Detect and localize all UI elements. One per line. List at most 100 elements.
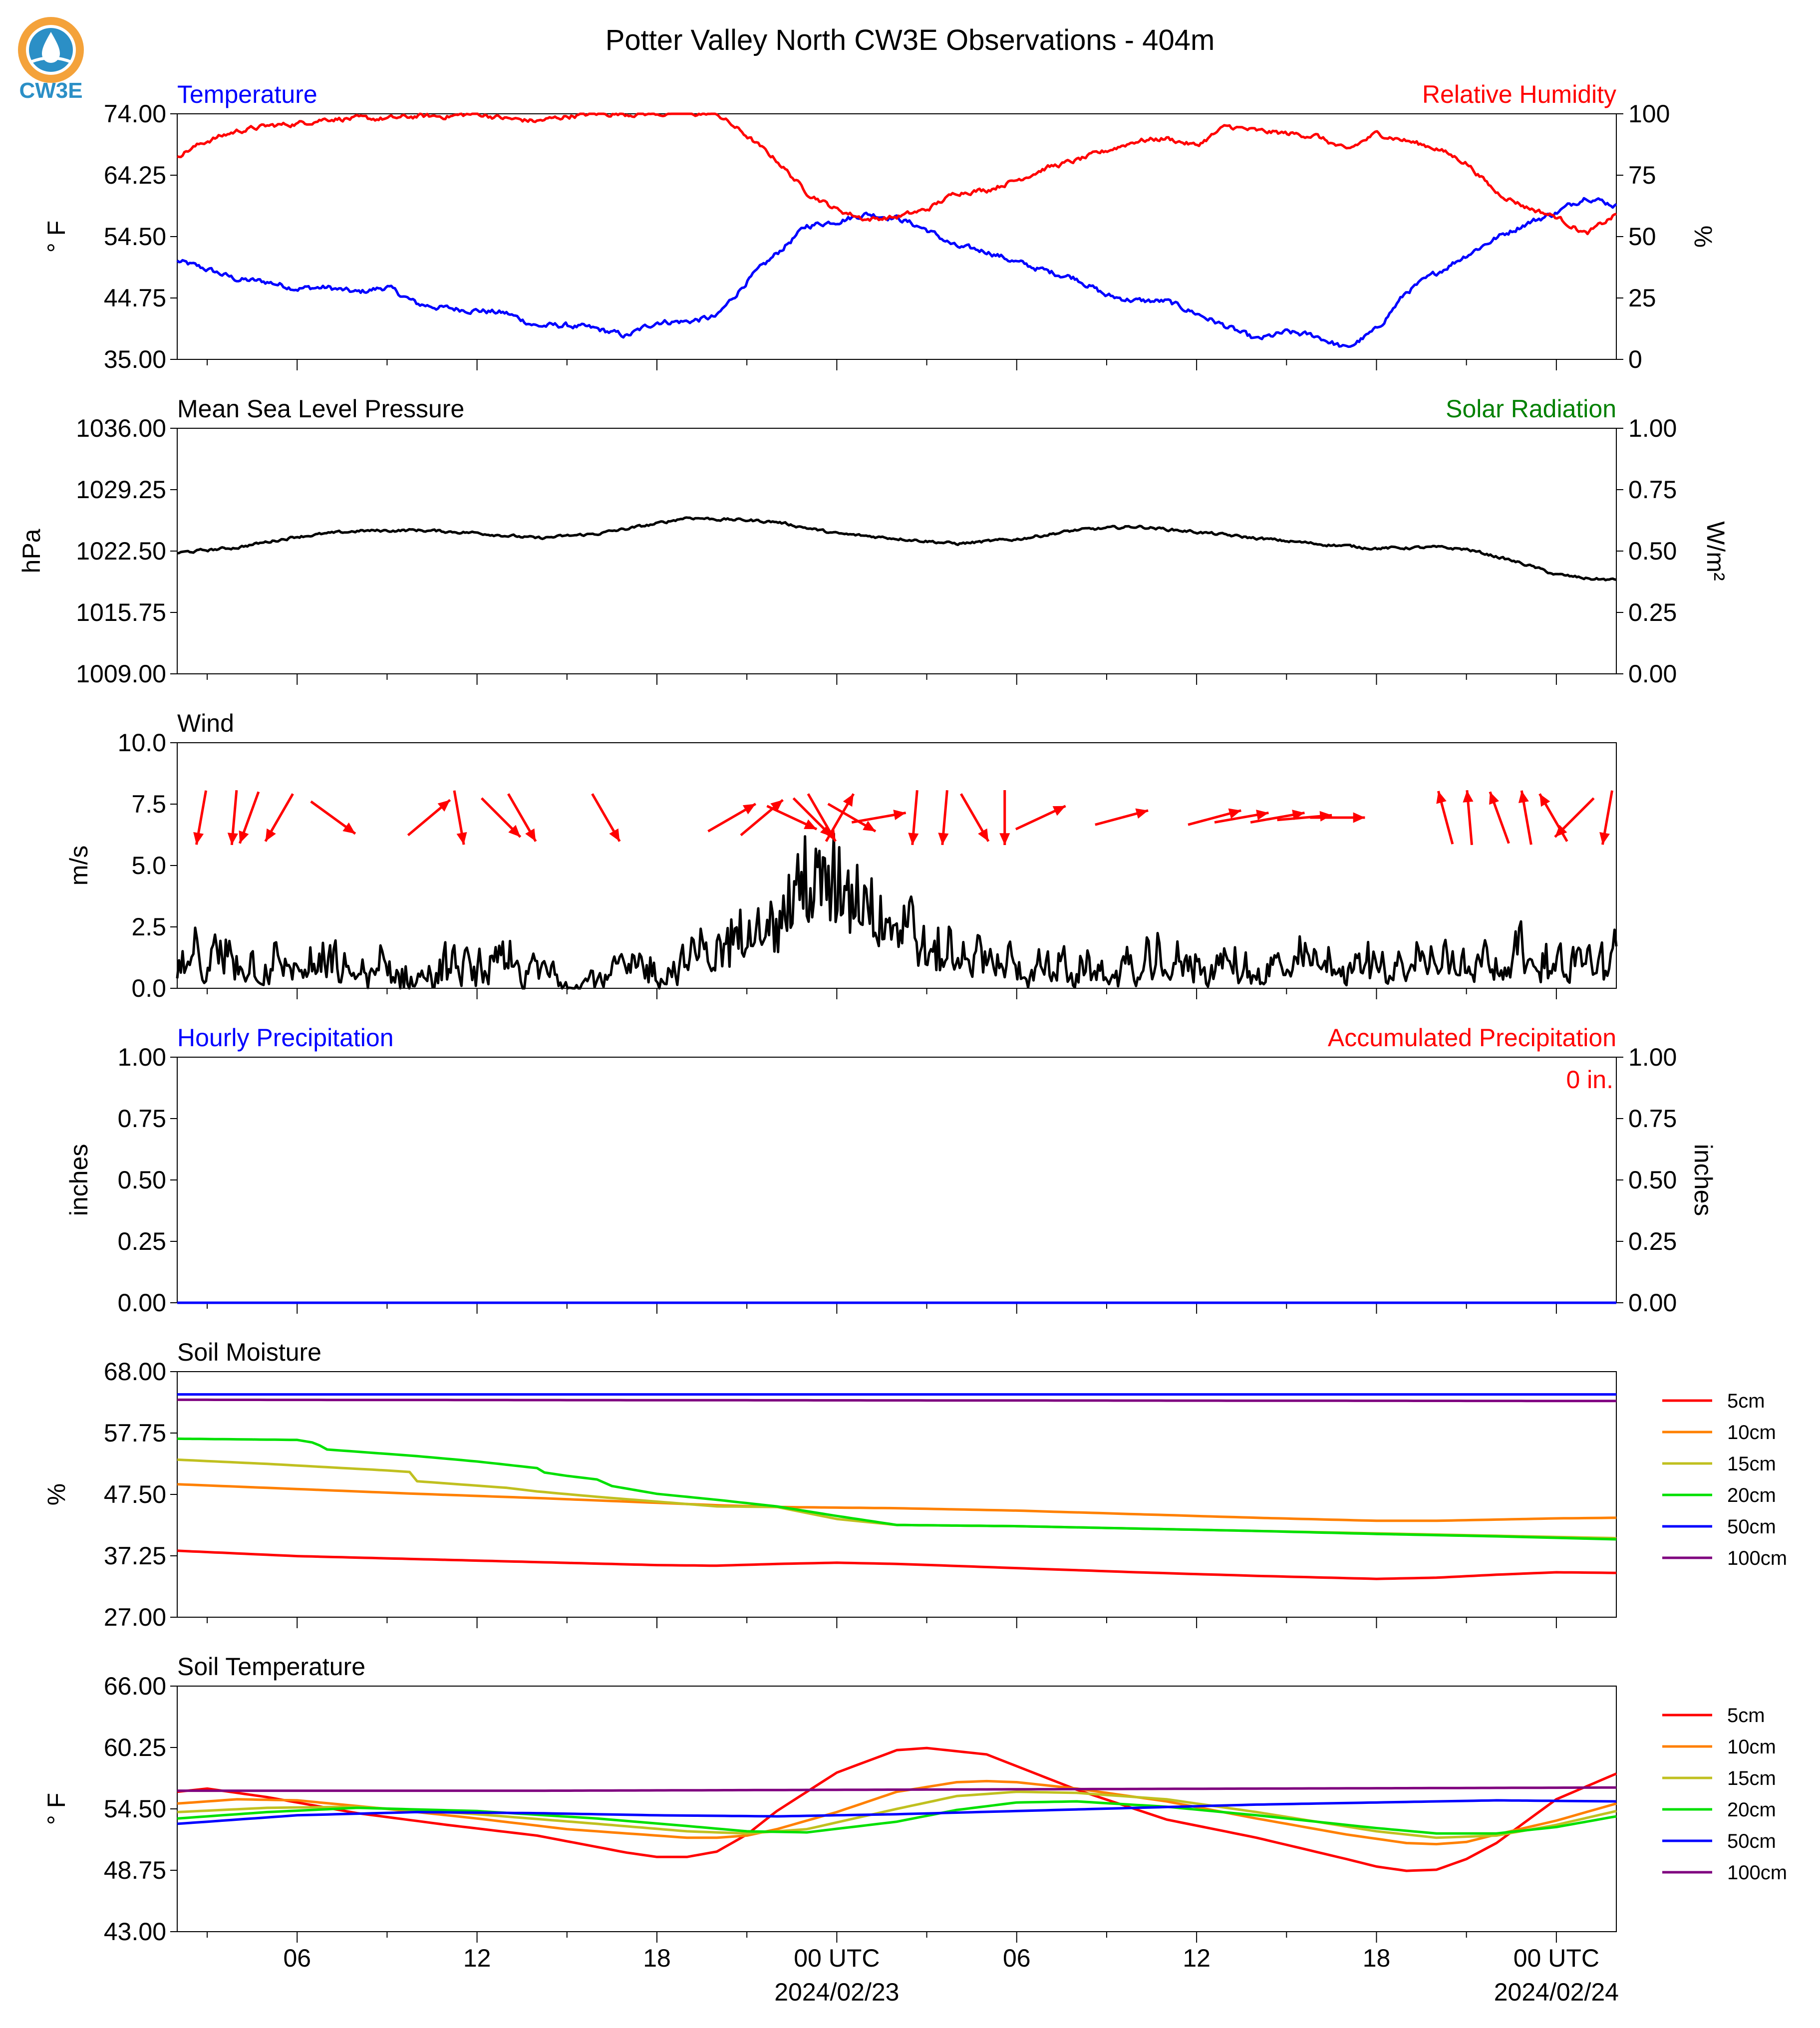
y-tick-label-left: 43.00 <box>104 1918 166 1946</box>
wind-arrow-head <box>239 830 249 844</box>
y-axis-label-left: ° F <box>42 1793 70 1825</box>
y-tick-label-left: 0.00 <box>118 1289 166 1317</box>
y-tick-label-left: 0.75 <box>118 1105 166 1133</box>
y-tick-label-left: 0.25 <box>118 1227 166 1255</box>
y-tick-label-left: 2.5 <box>131 913 166 941</box>
wind-arrow-head <box>1463 790 1474 803</box>
series-line-1 <box>177 112 1617 236</box>
series-line-100cm <box>177 1786 1617 1792</box>
series-line-0 <box>176 832 1618 990</box>
wind-arrow <box>707 803 757 833</box>
x-tick-label: 06 <box>1003 1944 1031 1972</box>
panel-title-left: Hourly Precipitation <box>177 1024 394 1052</box>
wind-arrow-head <box>227 833 238 845</box>
chart-title: Potter Valley North CW3E Observations - … <box>606 24 1215 56</box>
wind-arrow-head <box>908 833 919 845</box>
wind-arrow-head <box>1052 806 1066 816</box>
y-tick-label-left: 37.25 <box>104 1542 166 1570</box>
wind-arrow <box>959 793 990 842</box>
y-tick-label-left: 1.00 <box>118 1043 166 1071</box>
wind-arrow-head <box>1489 792 1500 805</box>
wind-arrow <box>310 800 356 835</box>
panel-soil-temperature: Soil Temperature 66.00 60.25 54.50 48.75 43.0… <box>42 1653 1787 2006</box>
y-tick-label-left: 64.25 <box>104 161 166 189</box>
legend-label: 100cm <box>1727 1862 1787 1884</box>
wind-arrow-head <box>863 821 876 832</box>
panel-title-right: Accumulated Precipitation <box>1328 1024 1616 1052</box>
y-axis-label-left: inches <box>65 1144 93 1216</box>
y-tick-label-left: 48.75 <box>104 1856 166 1884</box>
y-tick-label-left: 0.0 <box>131 974 166 1002</box>
y-tick-label-left: 66.00 <box>104 1672 166 1700</box>
wind-arrow <box>766 805 818 831</box>
wind-arrow-head <box>843 794 854 807</box>
y-tick-label-left: 0.50 <box>118 1166 166 1194</box>
y-tick-label-right: 0.25 <box>1628 598 1677 626</box>
series-line-20cm <box>177 1437 1617 1541</box>
wind-arrow <box>1463 790 1474 846</box>
logo-drop-icon <box>42 32 60 63</box>
y-tick-label-right: 75 <box>1628 161 1656 189</box>
wind-arrow-head <box>437 800 450 812</box>
legend-label: 15cm <box>1727 1453 1776 1475</box>
x-tick-label: 06 <box>283 1944 311 1972</box>
panel-title-right: Solar Radiation <box>1446 395 1616 423</box>
y-tick-label-right: 0.00 <box>1628 660 1677 688</box>
x-tick-label: 12 <box>1183 1944 1211 1972</box>
panels: Temperature Relative Humidity 74.00 64.25 54… <box>17 80 1787 2006</box>
y-tick-label-left: 47.50 <box>104 1480 166 1508</box>
y-tick-label-right: 100 <box>1628 100 1670 128</box>
y-tick-label-left: 44.75 <box>104 284 166 312</box>
wind-arrow-head <box>770 800 783 812</box>
wind-arrow <box>227 790 238 846</box>
wind-arrow <box>908 790 919 846</box>
series-line-50cm <box>177 1799 1617 1825</box>
series-line-0 <box>176 197 1617 348</box>
y-tick-label-left: 74.00 <box>104 100 166 128</box>
y-tick-label-left: 54.50 <box>104 1795 166 1823</box>
wind-arrow <box>1095 808 1149 826</box>
legend-label: 10cm <box>1727 1736 1776 1758</box>
legend: 5cm 10cm 15cm 20cm 50cm 100cm <box>1662 1705 1787 1884</box>
x-date-label: 2024/02/24 <box>1494 1978 1619 2006</box>
series-line-0 <box>177 516 1617 581</box>
y-axis-label-right: inches <box>1689 1144 1717 1216</box>
y-axis-label-right: % <box>1689 226 1717 248</box>
wind-arrow-head <box>938 833 949 845</box>
wind-arrow-head <box>1599 832 1610 845</box>
legend-label: 5cm <box>1727 1705 1765 1727</box>
y-tick-label-right: 0.00 <box>1628 1289 1677 1317</box>
wind-arrow-head <box>804 819 817 830</box>
panel-temperature-humidity: Temperature Relative Humidity 74.00 64.25 54… <box>42 80 1717 373</box>
wind-arrow <box>1518 790 1532 845</box>
y-tick-label-left: 27.00 <box>104 1603 166 1631</box>
wind-arrow <box>851 810 907 824</box>
panel-title-left: Soil Temperature <box>177 1653 365 1681</box>
wind-arrow-head <box>265 828 276 842</box>
wind-arrow-head <box>978 828 989 842</box>
panel-title-left: Soil Moisture <box>177 1338 321 1366</box>
wind-arrow <box>1188 808 1241 826</box>
panel-pressure-solar: Mean Sea Level Pressure Solar Radiation 10… <box>17 395 1730 688</box>
wind-arrow <box>827 803 877 833</box>
wind-arrow <box>238 791 260 844</box>
y-axis-label-left: ° F <box>42 221 70 253</box>
wind-arrow <box>1554 797 1595 838</box>
y-tick-label-right: 0.50 <box>1628 537 1677 565</box>
logo-ring-icon <box>18 17 84 83</box>
y-tick-label-left: 1015.75 <box>76 598 166 626</box>
wind-arrow-head <box>999 833 1010 845</box>
series-line-20cm <box>177 1800 1617 1835</box>
legend-label: 20cm <box>1727 1799 1776 1821</box>
wind-arrow-head <box>342 822 355 834</box>
logo-label: CW3E <box>19 78 82 103</box>
series-line-5cm <box>177 1746 1617 1872</box>
y-tick-label-right: 0 <box>1628 345 1642 373</box>
y-tick-label-left: 5.0 <box>131 852 166 879</box>
y-tick-label-left: 1022.50 <box>76 537 166 565</box>
panel-soil-moisture: Soil Moisture 68.00 57.75 47.50 37.25 27.00% 5… <box>42 1338 1787 1631</box>
series-line-5cm <box>177 1549 1617 1580</box>
y-axis-label-right: W/m² <box>1702 521 1730 580</box>
wind-arrow-head <box>1256 810 1269 821</box>
